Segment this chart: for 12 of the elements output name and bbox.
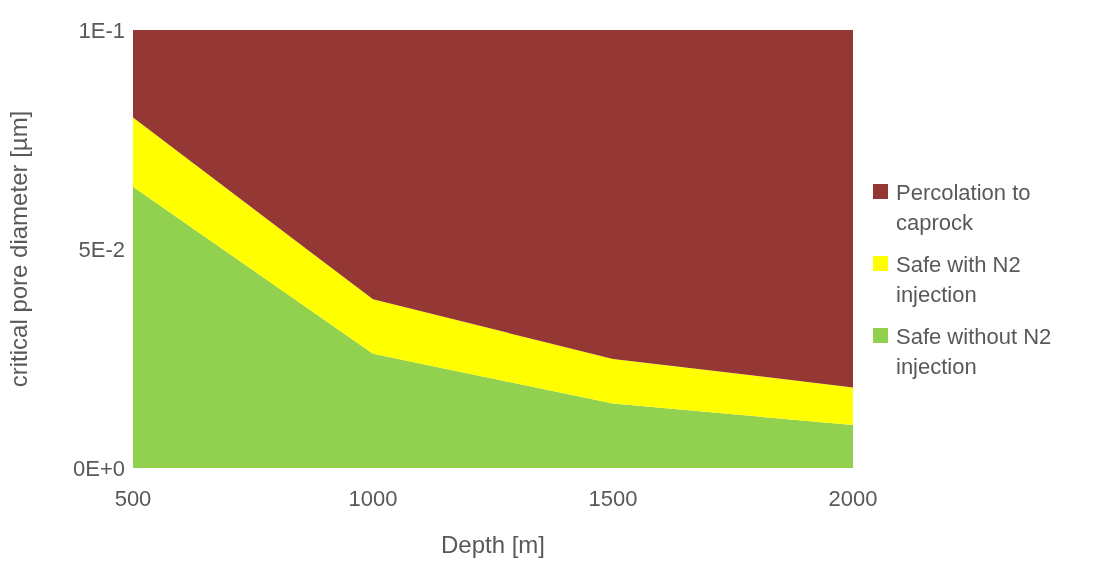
legend-label: Safe without N2 injection <box>896 322 1053 381</box>
x-tick-label: 500 <box>114 485 152 511</box>
x-axis-title: Depth [m] <box>440 531 546 558</box>
y-tick-label: 0E+0 <box>73 455 125 481</box>
y-axis-title: critical pore diameter [µm] <box>4 110 32 388</box>
y-tick-label: 5E-2 <box>78 236 125 262</box>
legend-label: Percolation to caprock <box>896 178 1032 237</box>
legend-label: Safe with N2 injection <box>896 250 1022 309</box>
x-tick-label: 1500 <box>588 485 638 511</box>
x-tick-label: 2000 <box>828 485 878 511</box>
y-tick-label: 1E-1 <box>78 17 125 43</box>
x-tick-label: 1000 <box>348 485 398 511</box>
